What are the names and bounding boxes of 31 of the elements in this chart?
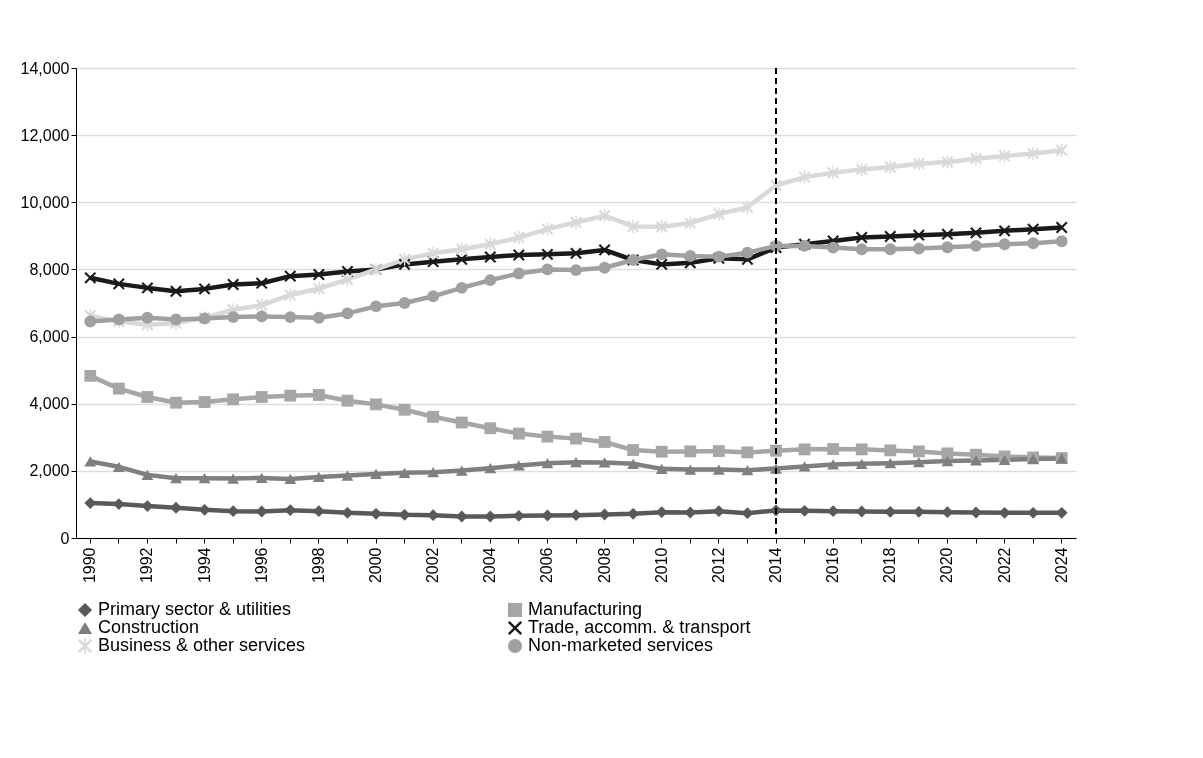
x-tick-label: 2020 xyxy=(938,547,956,584)
x-tick-label: 2008 xyxy=(595,547,613,584)
y-tick-label: 6,000 xyxy=(29,328,70,346)
x-tick-label: 1998 xyxy=(309,547,327,584)
y-tick-label: 2,000 xyxy=(29,462,70,480)
x-tick-label: 1994 xyxy=(195,547,213,584)
legend-label: Business & other services xyxy=(98,635,306,655)
x-tick-label: 2012 xyxy=(709,547,727,584)
x-tick-label: 1996 xyxy=(252,547,270,584)
x-tick-label: 2024 xyxy=(1052,547,1070,584)
x-tick-label: 2000 xyxy=(367,547,384,584)
x-tick-label: 2022 xyxy=(995,547,1013,584)
x-tick-label: 2002 xyxy=(424,547,442,584)
legend-label: Non-marketed services xyxy=(528,635,714,655)
legend-label: Construction xyxy=(98,617,200,637)
legend-label: Primary sector & utilities xyxy=(98,599,292,619)
legend-label: Manufacturing xyxy=(528,599,643,619)
y-tick-label: 4,000 xyxy=(29,395,70,413)
y-tick-label: 0 xyxy=(60,529,70,547)
y-tick-label: 10,000 xyxy=(20,193,70,211)
x-tick-label: 1990 xyxy=(81,547,99,584)
x-tick-label: 2004 xyxy=(481,547,499,584)
y-tick-label: 12,000 xyxy=(20,126,70,144)
x-tick-label: 2018 xyxy=(881,547,899,584)
x-tick-label: 2016 xyxy=(824,547,842,584)
x-tick-label: 2010 xyxy=(652,547,670,584)
y-tick-label: 14,000 xyxy=(20,59,70,77)
x-tick-label: 2014 xyxy=(767,547,784,584)
x-tick-label: 2006 xyxy=(538,547,556,584)
y-tick-label: 8,000 xyxy=(29,260,70,278)
x-tick-label: 1992 xyxy=(138,547,156,584)
